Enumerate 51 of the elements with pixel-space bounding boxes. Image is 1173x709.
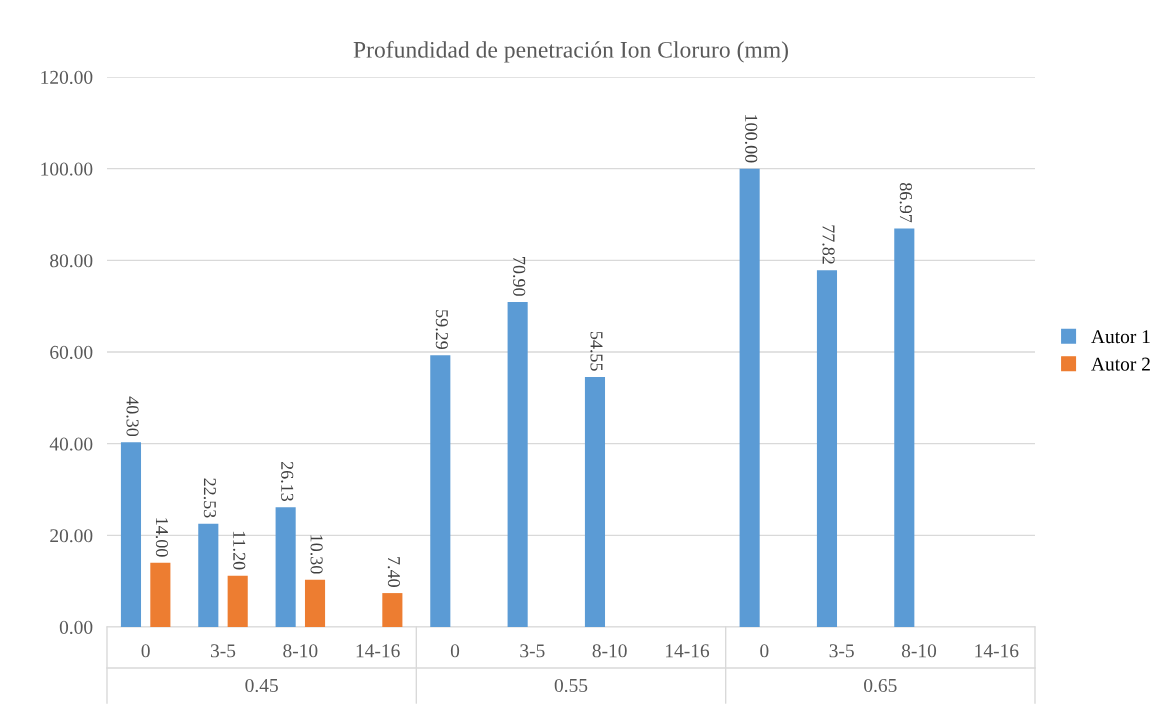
bar bbox=[382, 593, 403, 627]
data-label: 40.30 bbox=[126, 396, 139, 437]
x-tick-label: 0 bbox=[760, 644, 769, 658]
bar bbox=[304, 579, 326, 627]
data-label: 54.55 bbox=[590, 331, 603, 371]
bar bbox=[430, 355, 451, 627]
y-tick-label: 100.00 bbox=[41, 162, 93, 176]
bar bbox=[198, 523, 219, 627]
data-label: 77.82 bbox=[822, 225, 835, 264]
data-label: 59.29 bbox=[435, 310, 448, 350]
data-label: 100.00 bbox=[745, 115, 758, 163]
legend-label: Autor 2 bbox=[1091, 357, 1150, 371]
bar bbox=[507, 302, 528, 627]
y-tick-label: 40.00 bbox=[49, 437, 93, 451]
x-tick-label: 3-5 bbox=[210, 644, 236, 658]
bar bbox=[816, 270, 838, 627]
data-label: 26.13 bbox=[281, 461, 294, 502]
bar bbox=[894, 228, 915, 627]
x-tick-label: 3-5 bbox=[829, 644, 854, 658]
data-label: 7.40 bbox=[387, 557, 401, 587]
y-tick-label: 80.00 bbox=[50, 254, 93, 268]
x-tick-label: 14-16 bbox=[666, 644, 710, 658]
y-tick-label: 120.00 bbox=[41, 70, 93, 85]
bar bbox=[150, 562, 171, 627]
data-label: 11.20 bbox=[233, 531, 246, 570]
text: 0.55 bbox=[554, 678, 588, 693]
data-label: 86.97 bbox=[899, 182, 912, 223]
chart-title: Profundidad de penetración Ion Cloruro (mm) bbox=[353, 40, 788, 63]
bar bbox=[120, 442, 142, 627]
text: 0.65 bbox=[864, 678, 897, 693]
x-tick-label: 0 bbox=[141, 644, 150, 658]
x-tick-label: 8-10 bbox=[592, 644, 627, 658]
y-tick-label: 0.00 bbox=[59, 620, 93, 635]
bar bbox=[739, 168, 760, 627]
x-tick-label: 3-5 bbox=[520, 644, 545, 658]
x-tick-label: 0 bbox=[450, 644, 460, 658]
bar bbox=[275, 507, 296, 627]
x-tick-label: 8-10 bbox=[283, 644, 318, 658]
data-label: 10.30 bbox=[310, 535, 323, 574]
data-label: 22.53 bbox=[203, 478, 216, 518]
bar bbox=[227, 575, 248, 627]
text: 0.45 bbox=[245, 678, 278, 693]
y-tick-label: 20.00 bbox=[50, 529, 93, 543]
bar bbox=[584, 376, 606, 627]
data-label: 70.90 bbox=[513, 257, 526, 296]
data-label: 14.00 bbox=[155, 518, 169, 557]
x-tick-label: 14-16 bbox=[356, 644, 400, 658]
legend-label: Autor 1 bbox=[1091, 330, 1150, 344]
x-tick-label: 8-10 bbox=[901, 644, 937, 658]
x-tick-label: 14-16 bbox=[975, 644, 1019, 658]
y-tick-label: 60.00 bbox=[50, 345, 93, 360]
